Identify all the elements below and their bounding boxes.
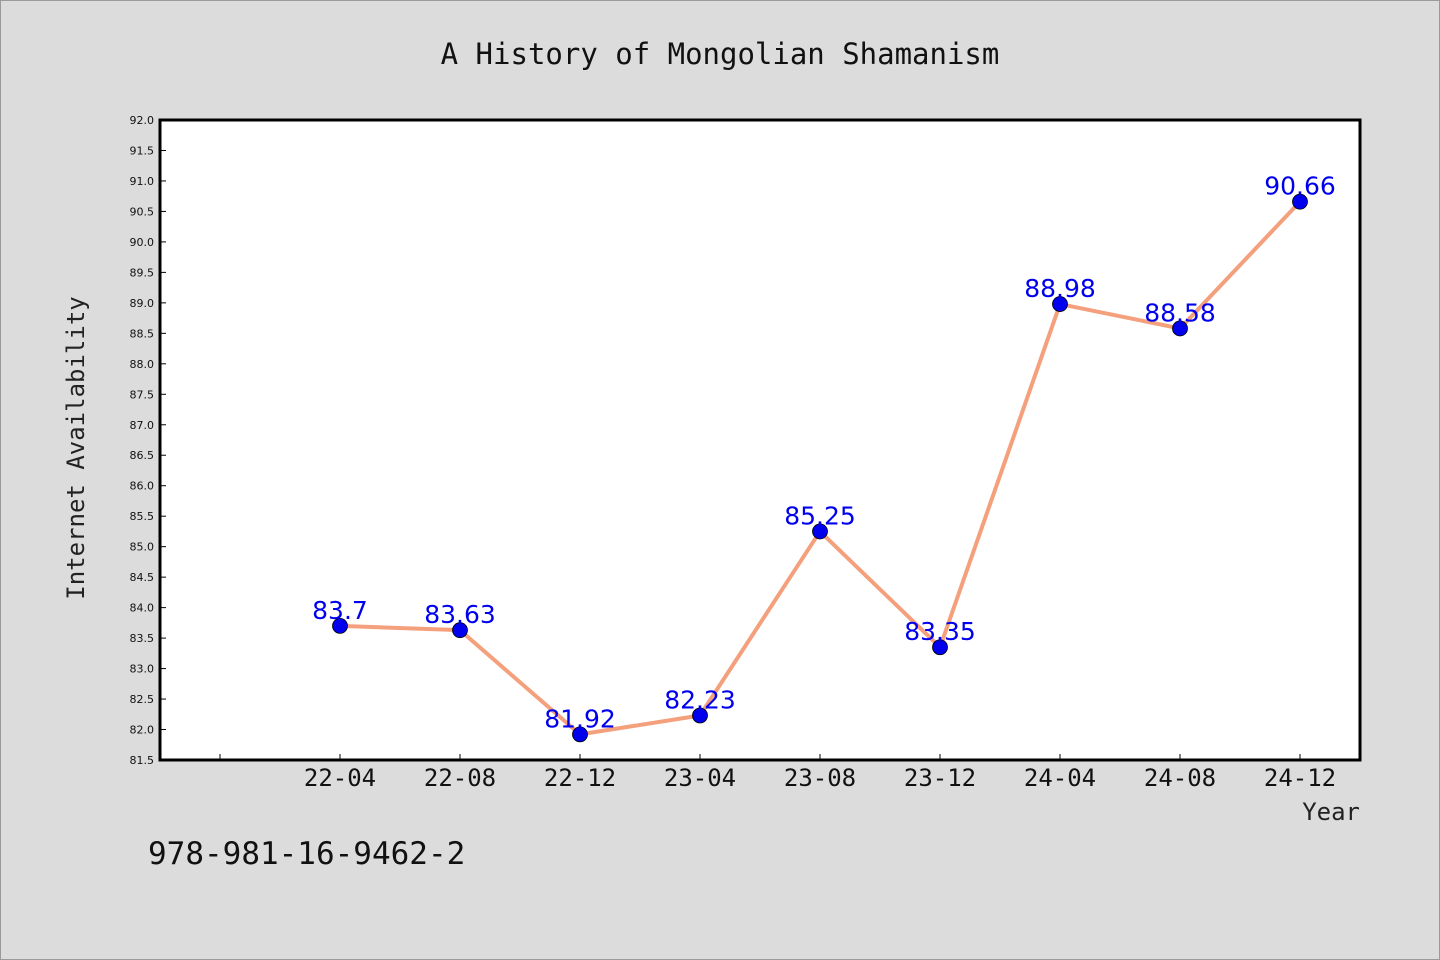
y-tick-label: 88.5 [130,327,155,340]
x-tick-label: 24-04 [1024,764,1096,792]
y-tick-label: 90.0 [130,236,155,249]
data-label: 90.66 [1264,172,1336,201]
chart-title: A History of Mongolian Shamanism [441,37,1000,71]
y-tick-label: 88.0 [130,358,155,371]
y-axis-label: Internet Availability [62,296,90,599]
data-label: 81.92 [544,704,616,733]
y-tick-label: 90.5 [130,205,155,218]
y-tick-label: 82.5 [130,693,155,706]
data-point [932,639,948,656]
y-tick-label: 89.5 [130,266,155,279]
data-label: 85.25 [784,501,856,530]
y-tick-label: 83.0 [130,663,155,676]
x-tick-label: 22-08 [424,764,496,792]
y-tick-label: 91.0 [130,175,155,188]
x-tick-label: 22-12 [544,764,616,792]
series-group: 83.7 83.63 81.92 82.23 85.25 83.35 88.98 88.58 9… [312,172,1336,743]
data-label: 88.58 [1144,298,1216,327]
x-tick-label: 23-08 [784,764,856,792]
y-axis: 81.5 82.0 82.5 83.0 83.5 84.0 84.5 85.0 85.5 86.0… [130,114,166,767]
y-tick-label: 86.5 [130,449,155,462]
y-tick-label: 82.0 [130,724,155,737]
footnote-isbn: 978-981-16-9462-2 [148,836,465,872]
x-tick-label: 23-12 [904,764,976,792]
data-label: 82.23 [664,686,736,715]
data-point [572,726,588,743]
x-tick-label: 22-04 [304,764,376,792]
data-label: 88.98 [1024,274,1096,303]
y-tick-label: 87.5 [130,388,155,401]
data-point [692,707,708,724]
y-tick-label: 87.0 [130,419,155,432]
plot-area [158,118,1362,762]
data-point [812,523,828,540]
data-point [1052,296,1068,312]
data-point [332,618,348,634]
data-point [1292,193,1308,210]
y-tick-label: 91.5 [130,144,155,157]
data-point [1172,320,1188,337]
y-tick-label: 92.0 [130,114,155,127]
y-tick-label: 85.0 [130,541,155,554]
y-tick-label: 84.0 [130,602,155,615]
y-tick-label: 86.0 [130,480,155,493]
data-label: 83.7 [312,596,368,625]
y-tick-label: 84.5 [130,571,155,584]
x-tick-label: 24-12 [1264,764,1336,792]
y-tick-label: 83.5 [130,632,155,645]
y-tick-label: 89.0 [130,297,155,310]
y-tick-label: 85.5 [130,510,155,523]
y-tick-label: 81.5 [130,754,155,767]
x-axis-label: Year [1302,798,1360,826]
data-point [452,622,468,639]
x-axis: 22-04 22-08 22-12 23-04 23-08 23-12 24-04 24-08… [219,754,1336,792]
x-tick-label: 23-04 [664,764,736,792]
x-tick-label: 24-08 [1144,764,1216,792]
data-label: 83.63 [424,600,496,629]
data-label: 83.35 [904,617,976,646]
